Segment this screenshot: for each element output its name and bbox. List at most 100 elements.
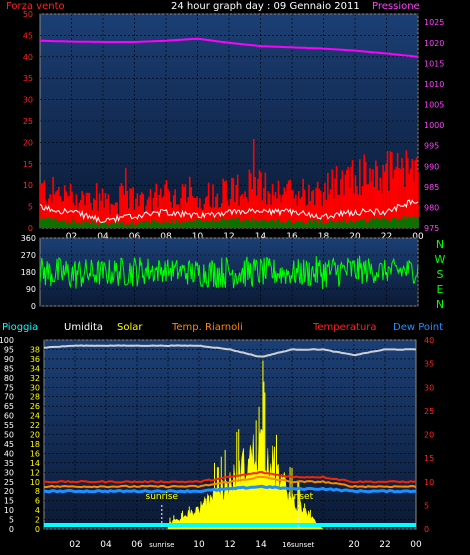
humidity-tick-label: 0	[9, 525, 14, 534]
temperature-tick-label: 5	[424, 501, 429, 510]
wind-tick-label: 40	[23, 53, 33, 62]
temperature-tick-label: 10	[424, 478, 434, 487]
hour-tick-label: 12	[224, 540, 235, 550]
humidity-tick-label: 25	[4, 478, 14, 487]
hour-tick-label: 10	[192, 232, 204, 242]
hour-tick-label: 04	[100, 540, 112, 550]
hour-tick-label: 16sunset	[282, 541, 314, 549]
humidity-tick-label: 60	[4, 412, 14, 421]
solar-tick-label: 24	[30, 412, 40, 421]
hour-tick-label: 20	[349, 232, 361, 242]
temperature-tick-label: 25	[424, 407, 434, 416]
humidity-tick-label: 20	[4, 487, 14, 496]
solar-tick-label: 16	[30, 449, 40, 458]
solar-tick-label: 8	[35, 487, 40, 496]
wind-tick-label: 15	[23, 160, 33, 169]
hour-tick-label: 04	[97, 232, 109, 242]
pressure-tick-label: 985	[424, 183, 439, 192]
solar-tick-label: 28	[30, 393, 40, 402]
hour-tick-label: sunrise	[149, 541, 174, 549]
legend-humidity: Umidita	[64, 322, 103, 333]
compass-direction-label: N	[436, 298, 444, 311]
pressure-tick-label: 990	[424, 162, 439, 171]
humidity-tick-label: 75	[4, 383, 14, 392]
wind-tick-label: 50	[23, 10, 33, 19]
hour-tick-label: 22	[379, 540, 390, 550]
pressure-tick-label: 995	[424, 142, 439, 151]
hour-tick-label: 20	[348, 540, 360, 550]
direction-tick-label: 90	[26, 285, 36, 294]
solar-tick-label: 0	[35, 525, 40, 534]
humidity-tick-label: 15	[4, 497, 14, 506]
solar-tick-label: 32	[30, 374, 40, 383]
chart-title: 24 hour graph day : 09 Gennaio 2011	[171, 1, 360, 12]
humidity-tick-label: 80	[4, 374, 14, 383]
direction-tick-label: 360	[21, 234, 36, 243]
legend-solar: Solar	[117, 322, 143, 333]
solar-tick-label: 12	[30, 468, 40, 477]
pressure-tick-label: 1010	[424, 80, 444, 89]
direction-series-line	[39, 255, 419, 289]
solar-tick-label: 30	[30, 383, 40, 392]
humidity-tick-label: 55	[4, 421, 14, 430]
humidity-tick-label: 10	[4, 506, 14, 515]
hour-tick-label: 00	[412, 232, 424, 242]
solar-tick-label: 20	[30, 431, 40, 440]
wind-tick-label: 30	[23, 96, 33, 105]
solar-tick-label: 6	[35, 497, 40, 506]
pressure-tick-label: 1000	[424, 121, 444, 130]
hour-tick-label: 18	[318, 232, 330, 242]
pressure-tick-label: 1025	[424, 18, 444, 27]
humidity-tick-label: 100	[0, 336, 14, 345]
hour-tick-label: 02	[69, 540, 80, 550]
pressure-tick-label: 980	[424, 203, 439, 212]
solar-tick-label: 26	[30, 402, 40, 411]
solar-tick-label: 38	[30, 345, 40, 354]
solar-tick-label: 10	[30, 478, 40, 487]
legend-indoor-temp: Temp. Riarnoli	[171, 322, 243, 333]
humidity-tick-label: 35	[4, 459, 14, 468]
solar-tick-label: 36	[30, 355, 40, 364]
wind-tick-label: 10	[23, 181, 33, 190]
humidity-tick-label: 95	[4, 345, 14, 354]
legend-temperature: Temperatura	[312, 322, 377, 333]
compass-direction-label: N	[436, 238, 444, 251]
pressure-axis-title: Pressione	[372, 1, 420, 12]
temperature-tick-label: 40	[424, 336, 434, 345]
direction-tick-label: 0	[31, 302, 36, 311]
solar-tick-label: 34	[30, 364, 40, 373]
hour-tick-label: 00	[410, 540, 422, 550]
solar-tick-label: 22	[30, 421, 40, 430]
temperature-tick-label: 30	[424, 383, 434, 392]
direction-tick-label: 180	[21, 268, 36, 277]
sun-marker-label: sunset	[283, 492, 313, 502]
indoor-temp-series-line	[43, 476, 417, 489]
legend-rain: Pioggia	[2, 322, 38, 333]
humidity-tick-label: 5	[9, 516, 14, 525]
solar-tick-label: 14	[30, 459, 40, 468]
wind-axis-title: Forza vento	[6, 1, 65, 12]
compass-direction-label: E	[437, 283, 444, 296]
solar-tick-label: 2	[35, 516, 40, 525]
humidity-tick-label: 40	[4, 449, 14, 458]
wind-tick-label: 35	[23, 74, 33, 83]
pressure-tick-label: 1020	[424, 39, 444, 48]
hour-tick-label: 14	[255, 232, 267, 242]
hour-tick-label: 06	[129, 232, 141, 242]
humidity-tick-label: 45	[4, 440, 14, 449]
compass-direction-label: S	[437, 268, 444, 281]
hour-tick-label: 22	[381, 232, 392, 242]
wind-tick-label: 45	[23, 31, 33, 40]
humidity-tick-label: 90	[4, 355, 14, 364]
rain-series-bar	[44, 523, 416, 527]
hour-tick-label: 08	[160, 232, 172, 242]
wind-tick-label: 0	[28, 224, 33, 233]
hour-tick-label: 12	[223, 232, 234, 242]
humidity-tick-label: 65	[4, 402, 14, 411]
wind-tick-label: 5	[28, 203, 33, 212]
temperature-tick-label: 35	[424, 360, 434, 369]
hour-tick-label: 14	[255, 540, 267, 550]
solar-tick-label: 18	[30, 440, 40, 449]
